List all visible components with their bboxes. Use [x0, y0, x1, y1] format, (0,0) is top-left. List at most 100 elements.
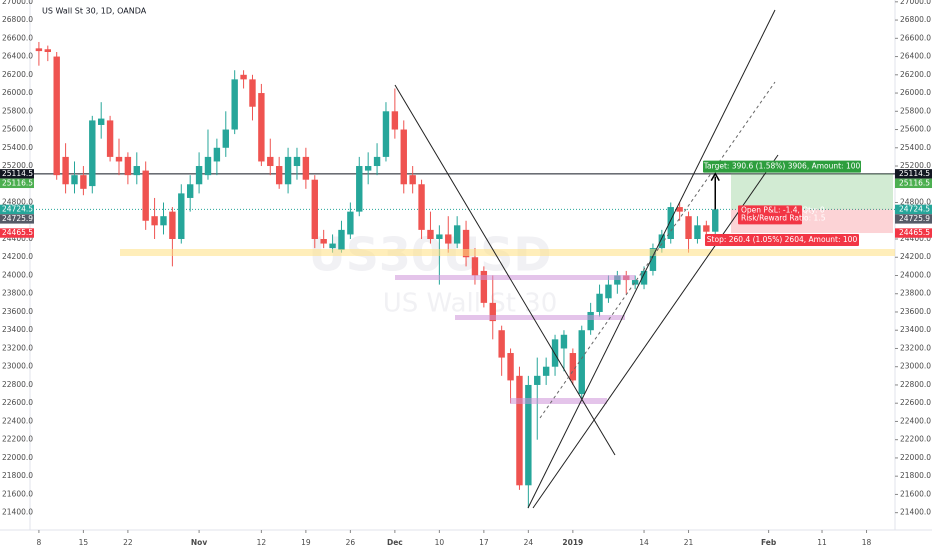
- x-tick-label: 19: [301, 538, 311, 547]
- candle-body: [462, 229, 470, 258]
- y-tick-label: 23600.0: [900, 307, 931, 316]
- y-tick-label-left: 23200.0: [2, 343, 33, 352]
- candle-body: [578, 330, 585, 395]
- x-tick-label: 15: [79, 538, 89, 547]
- y-tick-label: 26600.0: [900, 33, 931, 42]
- y-tick-label: 26200.0: [900, 70, 931, 79]
- target-zone: [731, 173, 893, 210]
- candle-body: [258, 93, 265, 162]
- price-tag-label-left: 24724.5: [2, 204, 33, 213]
- price-tag: [895, 214, 932, 224]
- candle-body: [178, 193, 185, 240]
- candle-body: [356, 166, 363, 212]
- candle-body: [551, 339, 559, 367]
- candle-body: [507, 353, 514, 381]
- price-tag-label: 25114.5: [899, 169, 930, 178]
- y-tick-label: 22600.0: [900, 398, 931, 407]
- candle-body: [436, 234, 443, 240]
- candle-body: [614, 275, 621, 285]
- x-tick-label: Nov: [191, 538, 207, 547]
- y-tick-label: 25400.0: [900, 143, 931, 152]
- candle-body: [694, 225, 701, 240]
- price-tag-label: 24725.9: [899, 214, 930, 223]
- y-tick-label-left: 21600.0: [2, 489, 33, 498]
- x-tick-label: 14: [639, 538, 649, 547]
- candle-body: [489, 302, 496, 322]
- x-tick-label: 2019: [562, 538, 583, 547]
- y-tick-label: 26000.0: [900, 88, 931, 97]
- candle-body: [311, 179, 318, 240]
- candle-body: [640, 270, 648, 285]
- zone-band: [510, 398, 607, 404]
- candle-body: [53, 56, 60, 176]
- candle-body: [106, 120, 114, 157]
- y-tick-label-left: 24400.0: [2, 234, 33, 243]
- candle-body: [534, 375, 541, 385]
- candle-body: [712, 209, 719, 232]
- position-label-box: [705, 234, 859, 247]
- y-tick-label-left: 22200.0: [2, 435, 33, 444]
- x-tick-label: 11: [817, 538, 827, 547]
- channel-line: [539, 81, 776, 419]
- candle-body: [445, 234, 452, 244]
- y-tick-label: 23200.0: [900, 343, 931, 352]
- candle-body: [542, 366, 550, 376]
- y-tick-label: 27000.0: [900, 0, 931, 6]
- y-tick-label-left: 22800.0: [2, 380, 33, 389]
- candle-body: [213, 147, 221, 162]
- candle-body: [249, 79, 256, 107]
- channel-line: [532, 154, 779, 509]
- candle-body: [453, 225, 461, 244]
- y-tick-label: 24400.0: [900, 234, 931, 243]
- x-tick-label: 21: [684, 538, 694, 547]
- candle-body: [480, 270, 488, 303]
- price-tag-label-left: 25114.5: [2, 169, 33, 178]
- y-tick-label-left: 23600.0: [2, 307, 33, 316]
- y-tick-label: 26400.0: [900, 52, 931, 61]
- position-label: Target: 390.6 (1.58%) 3906, Amount: 100: [703, 162, 861, 171]
- candle-body: [373, 156, 381, 167]
- candle-body: [240, 74, 247, 80]
- candle-body: [329, 243, 336, 249]
- position-label: Stop: 260.4 (1.05%) 2604, Amount: 100: [707, 235, 858, 244]
- y-tick-label: 25800.0: [900, 106, 931, 115]
- y-tick-label-left: 25200.0: [2, 161, 33, 170]
- y-tick-label-left: 25600.0: [2, 125, 33, 134]
- candle-body: [516, 375, 523, 486]
- position-label: Open P&L: -1.4, Qty: 0: [741, 205, 825, 214]
- y-tick-label: 22000.0: [900, 453, 931, 462]
- candle-body: [338, 229, 345, 250]
- candle-body: [222, 129, 229, 148]
- zone-band: [395, 275, 635, 280]
- price-tag: [895, 204, 932, 215]
- candle-body: [649, 248, 657, 271]
- candle-body: [587, 311, 594, 331]
- y-tick-label-left: 21400.0: [2, 508, 33, 517]
- watermark-sub: US Wall St 30: [383, 289, 558, 319]
- candle-body: [471, 257, 479, 276]
- x-tick-label: 22: [123, 538, 133, 547]
- y-tick-label-left: 26400.0: [2, 52, 33, 61]
- zone-band: [455, 315, 625, 320]
- x-tick-label: Dec: [387, 538, 403, 547]
- y-tick-label-left: 24200.0: [2, 252, 33, 261]
- y-tick-label: 24200.0: [900, 252, 931, 261]
- y-tick-label: 22200.0: [900, 435, 931, 444]
- candle-body: [596, 293, 603, 312]
- y-tick-label-left: 27000.0: [2, 0, 33, 6]
- candle-body: [231, 79, 238, 130]
- candle-body: [676, 207, 683, 212]
- y-tick-label-left: 23400.0: [2, 325, 33, 334]
- y-tick-label-left: 26800.0: [2, 15, 33, 24]
- price-tag-label: 25116.5: [899, 178, 930, 187]
- y-tick-label-left: 23000.0: [2, 362, 33, 371]
- x-tick-label: 8: [37, 538, 42, 547]
- candle-body: [160, 216, 167, 226]
- candle-body: [186, 184, 194, 198]
- candle-body: [382, 111, 390, 157]
- candle-body: [685, 216, 692, 240]
- candle-body: [80, 175, 87, 189]
- y-tick-label: 22400.0: [900, 416, 931, 425]
- position-arrowhead: [710, 172, 720, 182]
- y-tick-label: 26800.0: [900, 15, 931, 24]
